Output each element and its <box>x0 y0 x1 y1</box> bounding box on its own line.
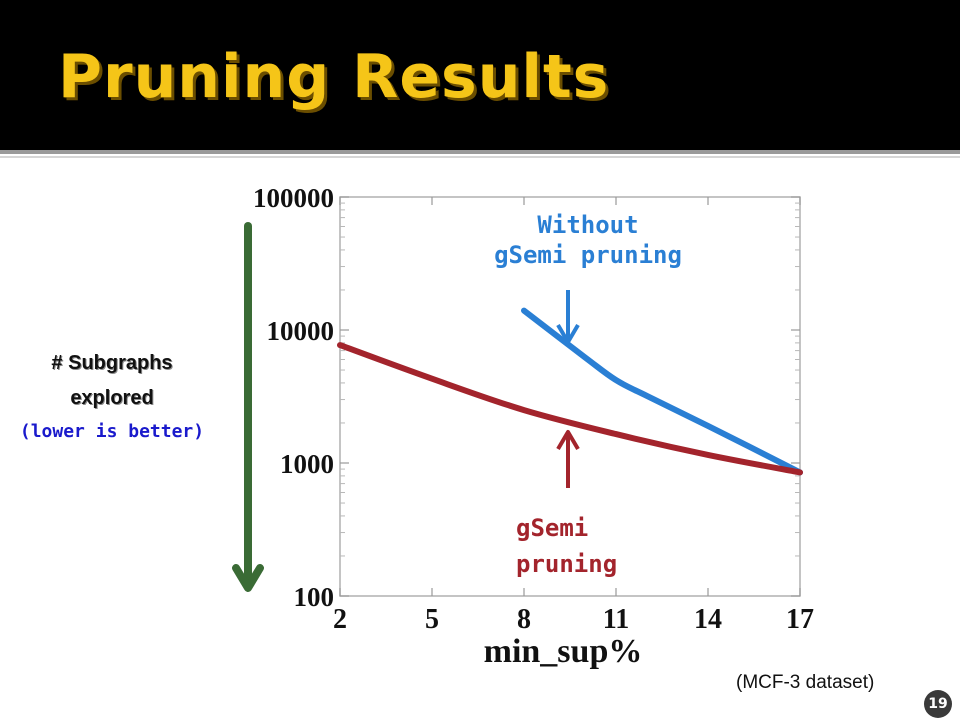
annotation-with: gSemi pruning <box>516 510 617 582</box>
annotation-arrows <box>232 222 580 592</box>
x-tick-label: 14 <box>694 604 722 635</box>
x-tick-label: 8 <box>517 604 531 635</box>
title-divider <box>0 150 960 154</box>
without-arrow-head <box>556 323 580 344</box>
annotation-without: Without gSemi pruning <box>458 210 718 270</box>
y-axis-note: (lower is better) <box>19 421 205 442</box>
with-arrow-head <box>556 430 580 451</box>
annotation-with-line1: gSemi <box>516 514 589 542</box>
annotation-with-line2: pruning <box>516 550 618 578</box>
y-axis-label-line2: explored <box>70 387 154 409</box>
title-divider-thin <box>0 156 960 158</box>
x-tick-label: 5 <box>425 604 439 635</box>
series-gsemi-pruning-line <box>337 342 803 476</box>
plot-frame <box>339 196 801 597</box>
down-arrow-head <box>232 564 264 592</box>
x-tick-label: 2 <box>333 604 347 635</box>
axes-layer: 2 5 8 11 14 17 100 1000 10000 100000 <box>253 183 814 635</box>
x-axis-label: min_sup% <box>484 633 643 670</box>
slide-title: Pruning Results <box>58 42 610 112</box>
y-axis-label-line1: # Subgraphs <box>51 352 173 374</box>
series-layer <box>337 307 803 476</box>
y-tick-label: 1000 <box>280 449 334 479</box>
annotation-without-line1: Without <box>537 211 639 239</box>
page-number: 19 <box>924 690 952 718</box>
title-bar: Pruning Results <box>0 0 960 150</box>
y-tick-label: 100 <box>294 582 335 612</box>
x-tick-label: 11 <box>603 604 629 635</box>
series-without-gsemi-line <box>521 307 803 476</box>
x-tick-label: 17 <box>786 604 814 635</box>
annotation-without-line2: gSemi pruning <box>494 241 682 269</box>
y-tick-label: 10000 <box>267 316 335 346</box>
dataset-note: (MCF-3 dataset) <box>736 672 875 693</box>
y-tick-label: 100000 <box>253 183 334 213</box>
